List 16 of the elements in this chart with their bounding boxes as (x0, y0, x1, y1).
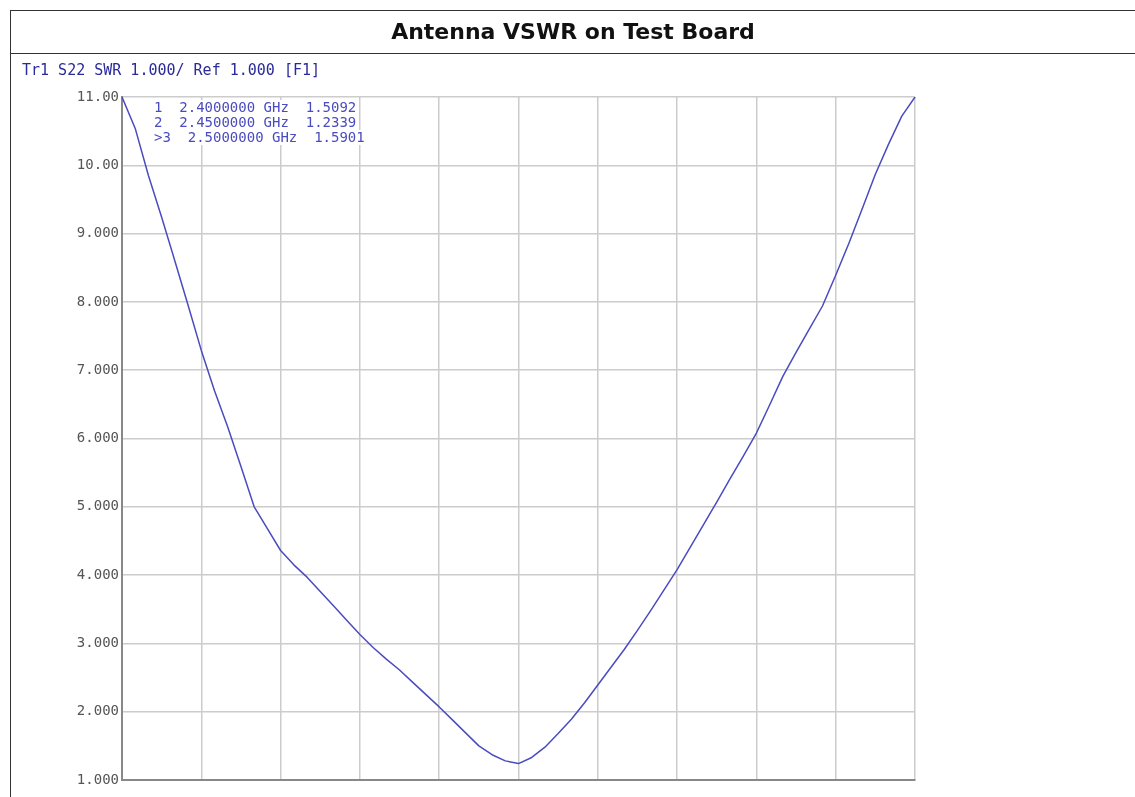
y-tick-label: 3.000 (76, 634, 119, 651)
annotation: 1 2.4000000 GHz 1.5092 (154, 98, 357, 115)
y-tick-label: 10.00 (76, 155, 119, 172)
annotation: 2 2.4500000 GHz 1.2339 (154, 113, 357, 130)
y-tick-label: 6.000 (76, 429, 119, 446)
chart-subtitle: Tr1 S22 SWR 1.000/ Ref 1.000 [F1] (22, 61, 321, 79)
y-tick-label: 1.000 (76, 770, 119, 787)
y-tick-label: 11.00 (76, 87, 119, 104)
y-tick-label: 5.000 (76, 497, 119, 514)
y-tick-label: 4.000 (76, 565, 119, 582)
y-tick-label: 2.000 (76, 702, 119, 719)
y-tick-label: 8.000 (76, 292, 119, 309)
annotation: >3 2.5000000 GHz 1.5901 (154, 128, 365, 145)
y-tick-label: 9.000 (76, 224, 119, 241)
y-tick-label: 7.000 (76, 360, 119, 377)
chart-title: Antenna VSWR on Test Board (10, 10, 1135, 54)
